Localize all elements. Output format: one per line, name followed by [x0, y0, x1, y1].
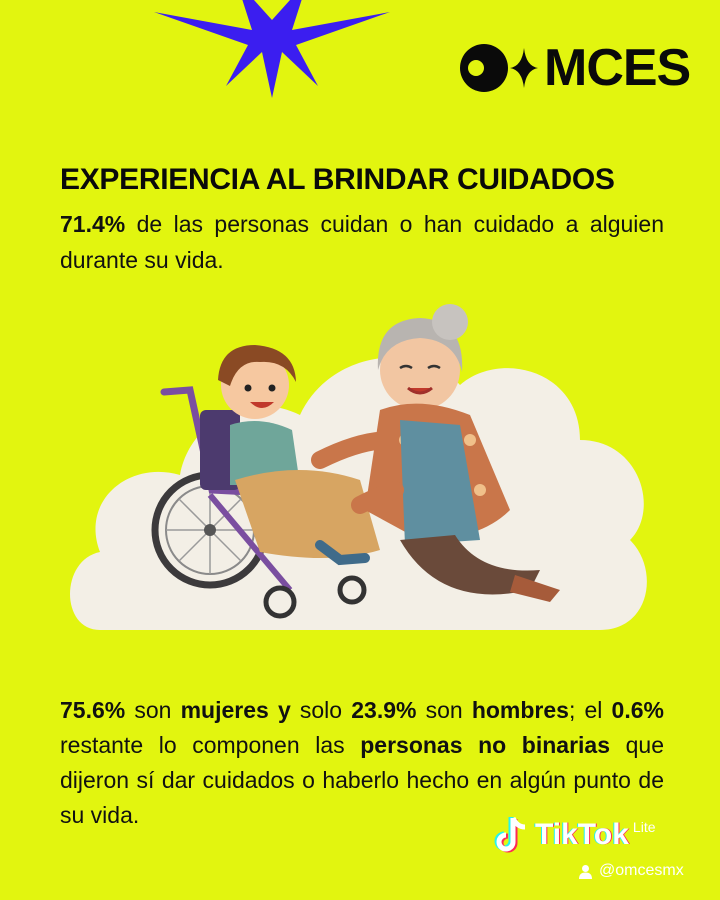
text-segment: solo: [290, 697, 352, 723]
watermark-handle: @omcesmx: [578, 862, 684, 880]
user-icon: [579, 864, 592, 879]
nonbinary-label: personas no binarias: [360, 732, 611, 758]
logo-text: MCES: [544, 39, 691, 97]
text-segment: restante lo componen las: [60, 732, 361, 758]
text-segment: son: [416, 697, 472, 723]
text-segment: ; el: [568, 697, 612, 723]
men-label: hombres: [471, 697, 569, 723]
omces-logo: MCES: [458, 39, 691, 97]
tiktok-watermark: TikTok Lite: [493, 813, 656, 857]
text-segment: que dijeron sí dar cuidados o haberlo he…: [60, 732, 664, 828]
eye-spark-icon: [460, 44, 538, 92]
women-label: mujeres y: [180, 697, 291, 723]
women-stat: 75.6%: [60, 697, 126, 723]
intro-text: de las personas cuidan o han cuidado a a…: [60, 211, 664, 273]
star-burst-icon: [154, 0, 390, 98]
tiktok-lite-label: Lite: [632, 819, 656, 835]
caregiver-grandmother-child-wheelchair-illustration: [70, 304, 647, 630]
intro-paragraph: 71.4% de las personas cuidan o han cuida…: [60, 206, 664, 278]
tiktok-wordmark: TikTok: [535, 818, 629, 851]
intro-stat: 71.4%: [60, 211, 126, 237]
page-title: EXPERIENCIA AL BRINDAR CUIDADOS: [60, 163, 615, 196]
breakdown-paragraph: 75.6% son mujeres y solo 23.9% son hombr…: [60, 693, 664, 833]
men-stat: 23.9%: [351, 697, 417, 723]
nonbinary-stat: 0.6%: [611, 697, 664, 723]
text-segment: son: [125, 697, 181, 723]
tiktok-note-icon: [494, 816, 526, 853]
handle-text: @omcesmx: [599, 862, 684, 879]
